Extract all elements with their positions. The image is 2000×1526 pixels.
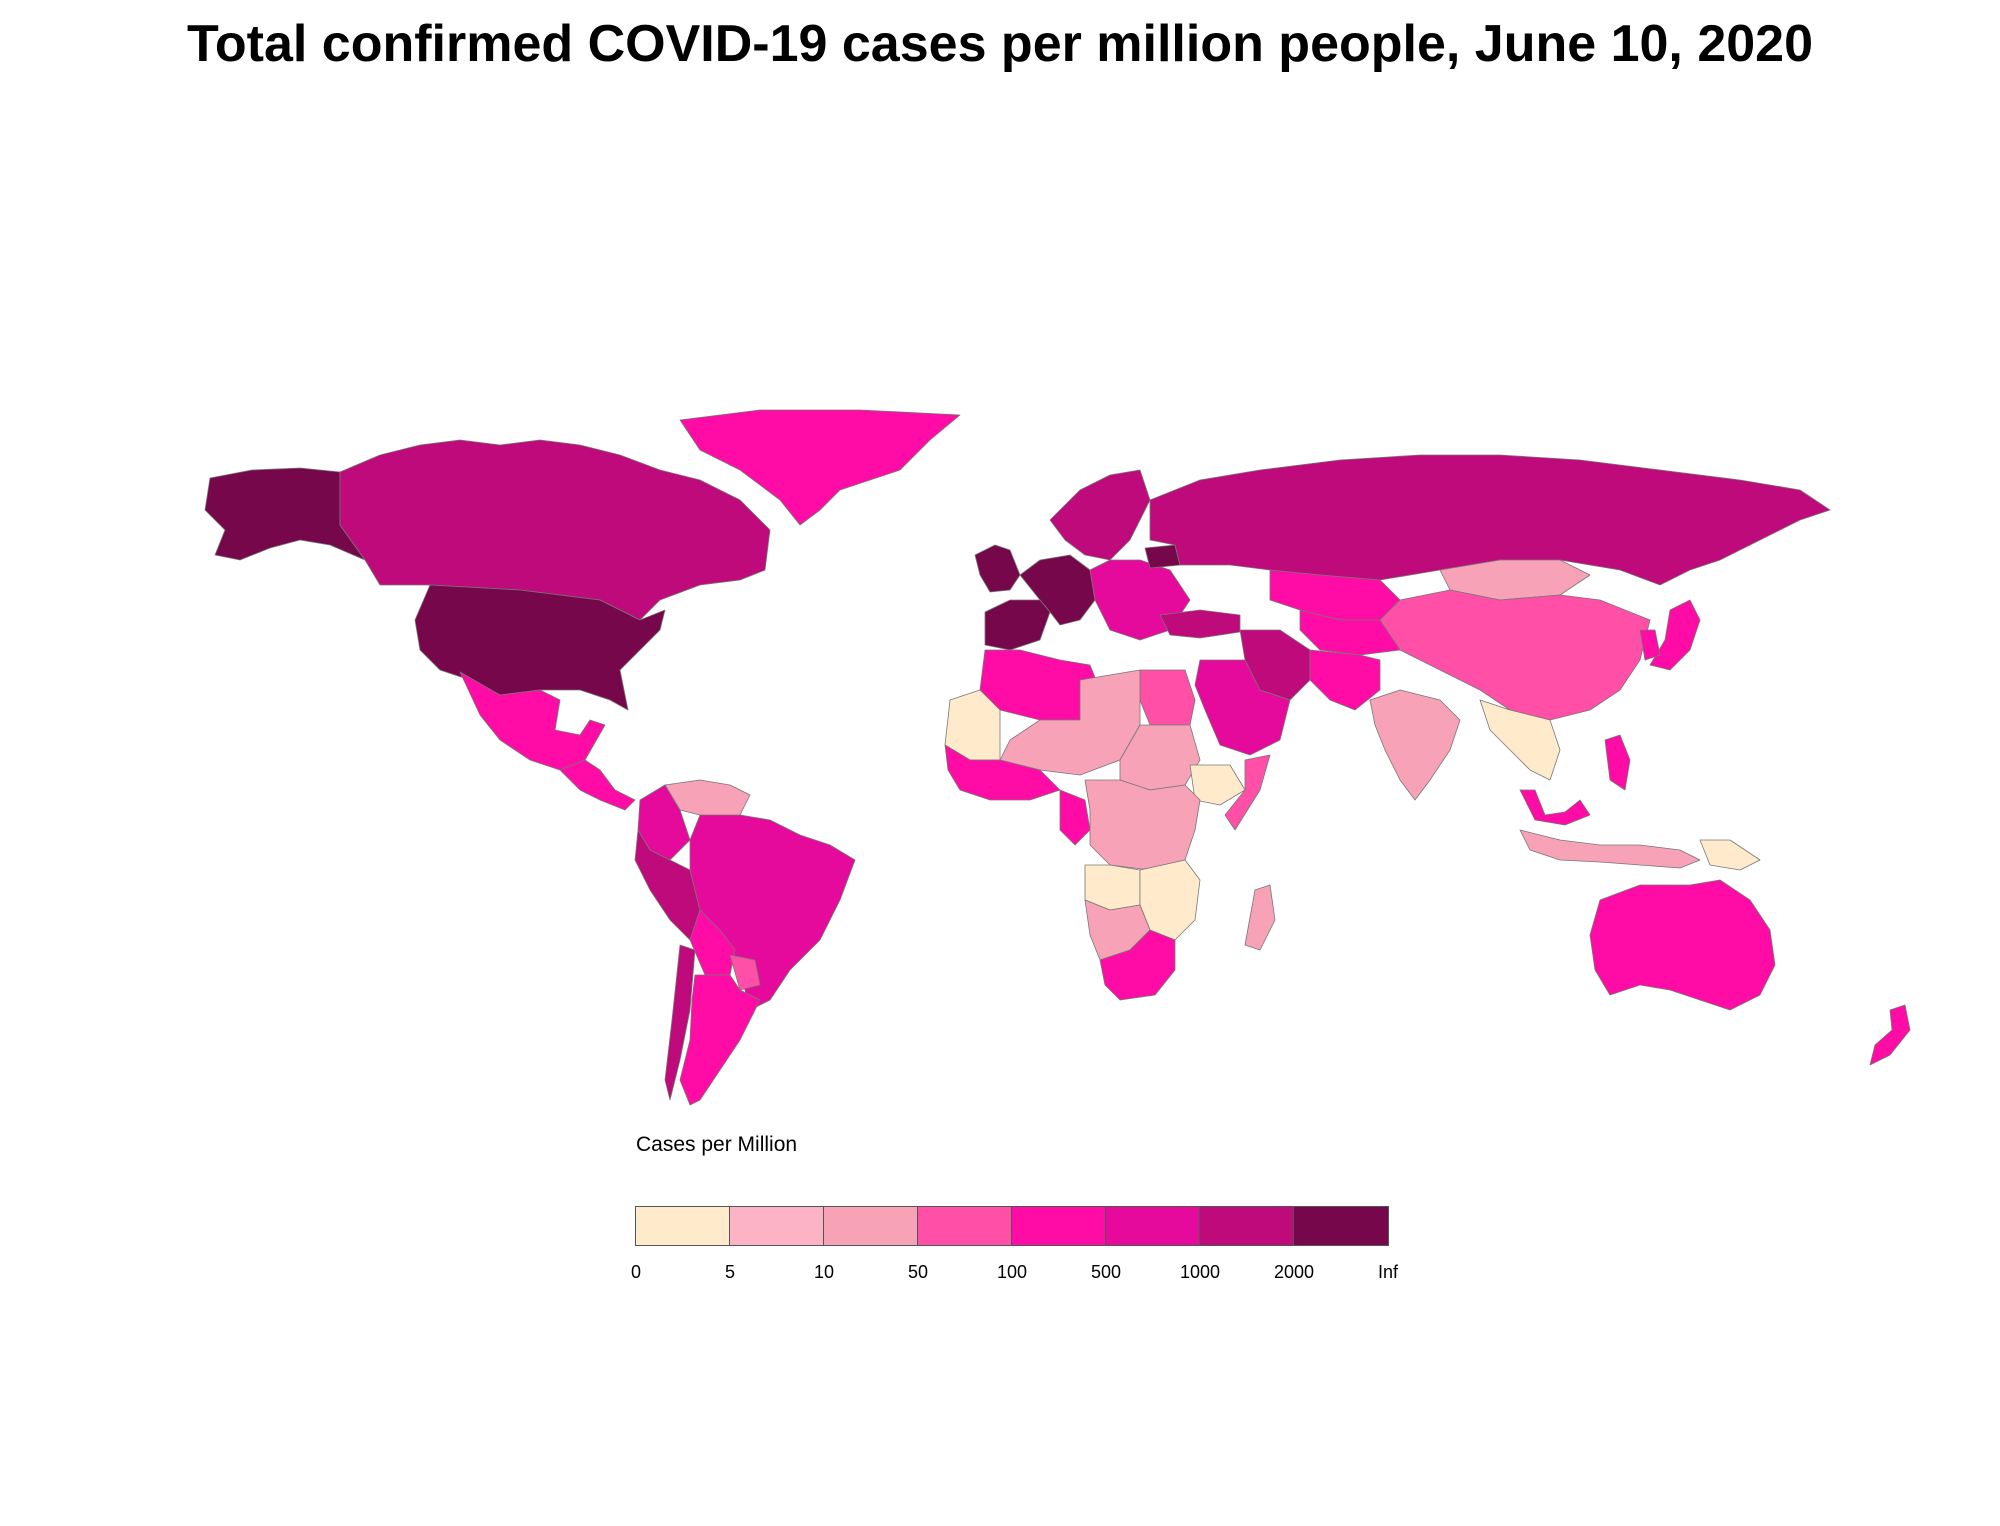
region-south-africa [1099,929,1176,1001]
legend-title: Cases per Million [636,1133,798,1156]
legend-swatch-5 [1106,1207,1200,1245]
legend-color-bar [635,1206,1389,1246]
region-malaysia [1519,789,1591,826]
region-central-asia [1299,609,1401,656]
region-usa [414,584,666,711]
region-west-africa-coast [944,744,1061,801]
region-southeast-asia [1479,699,1561,781]
legend-tick-label: 500 [1090,1262,1122,1282]
region-iberia [984,599,1051,651]
legend-swatch-4 [1012,1207,1106,1245]
region-alaska [204,467,366,561]
legend-swatch-3 [918,1207,1012,1245]
region-turkey [1159,609,1241,639]
legend-swatch-0 [636,1207,730,1245]
legend-swatch-1 [730,1207,824,1245]
region-belarus [1144,544,1181,569]
region-russia [1149,454,1831,586]
region-papua-new-guinea [1699,839,1761,871]
legend-tick-labels: 0 5 10 50 100 500 1000 2000 Inf [631,1262,1399,1292]
legend-tick-label: 2000 [1273,1262,1315,1282]
legend-tick-label: 5 [724,1262,736,1282]
region-pakistan-afghanistan [1309,649,1381,711]
region-greenland [679,409,961,526]
region-china [1379,589,1651,721]
legend-tick-label: 50 [907,1262,929,1282]
region-new-zealand [1869,1004,1911,1066]
legend-tick-label: 10 [813,1262,835,1282]
region-arabia [1194,659,1291,756]
region-japan [1649,599,1701,671]
region-paraguay [729,954,761,991]
region-central-america [559,759,636,811]
legend-tick-label: 1000 [1179,1262,1221,1282]
region-uk-ireland [974,544,1021,593]
region-gabon [1059,789,1091,846]
legend-swatch-6 [1200,1207,1294,1245]
legend-tick-label: 0 [630,1262,642,1282]
legend-tick-label: 100 [996,1262,1028,1282]
region-australia [1589,879,1776,1011]
legend-swatch-7 [1294,1207,1388,1245]
region-egypt [1139,669,1196,726]
region-mexico [459,671,606,771]
region-somalia [1224,754,1271,831]
region-philippines [1604,734,1631,791]
region-argentina [679,974,761,1106]
region-canada [339,439,771,621]
page-title: Total confirmed COVID-19 cases per milli… [186,15,1813,73]
region-indonesia [1519,829,1701,869]
region-madagascar [1244,884,1276,951]
region-korea [1639,629,1661,661]
legend-swatch-2 [824,1207,918,1245]
region-central-africa [1084,779,1201,871]
region-india [1369,689,1461,801]
region-chile [664,944,696,1101]
legend-tick-label: Inf [1377,1262,1399,1282]
region-scandinavia [1049,469,1151,561]
